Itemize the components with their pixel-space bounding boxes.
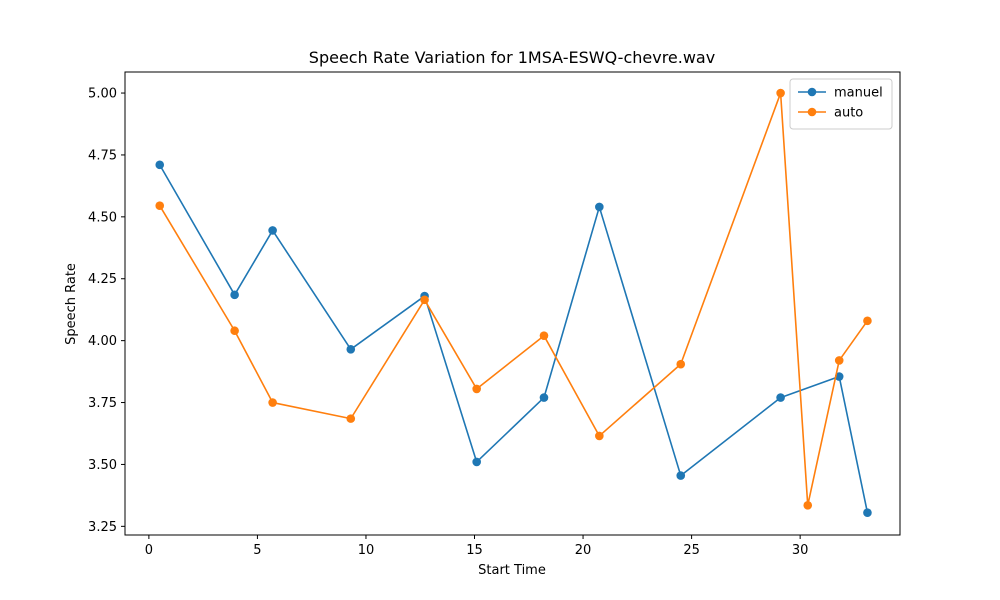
data-point-auto [776, 88, 785, 98]
y-tick-label: 3.50 [88, 458, 117, 473]
legend: manuel auto [789, 78, 893, 130]
series-manuel [155, 160, 872, 518]
x-tick-label: 30 [792, 543, 809, 558]
data-point-auto [268, 398, 277, 407]
series-auto [155, 88, 872, 510]
data-point-manuel [268, 226, 277, 235]
data-point-manuel [230, 290, 239, 300]
y-axis: 3.25 3.50 3.75 4.00 4.25 4.50 4.75 5.00 [88, 87, 125, 535]
data-point-manuel [676, 471, 686, 480]
x-tick-label: 20 [575, 543, 592, 558]
data-point-auto [230, 326, 239, 336]
y-tick-label: 4.00 [88, 334, 117, 349]
data-point-auto [834, 356, 844, 365]
series-layer [155, 88, 872, 518]
legend-label: manuel [834, 86, 883, 101]
y-tick-label: 5.00 [88, 87, 117, 102]
x-tick-label: 10 [358, 543, 375, 558]
plot-area [124, 71, 901, 536]
series-line-auto [159, 92, 869, 507]
data-point-manuel [539, 393, 549, 402]
legend-label: auto [834, 106, 863, 121]
data-point-auto [595, 431, 604, 441]
data-point-manuel [595, 202, 604, 212]
data-point-auto [863, 316, 872, 326]
x-axis-title: Start Time [478, 563, 546, 578]
x-tick-label: 0 [145, 543, 153, 558]
legend-item-manuel: manuel [798, 86, 883, 101]
x-tick-label: 5 [253, 543, 261, 558]
y-axis-title: Speech Rate [64, 263, 79, 345]
data-point-manuel [155, 160, 165, 170]
data-point-auto [676, 359, 686, 369]
data-point-auto [346, 414, 356, 423]
plot-frame [124, 71, 901, 536]
data-point-auto [539, 331, 549, 340]
data-point-manuel [834, 372, 844, 381]
data-point-auto [803, 500, 813, 510]
legend-marker [807, 107, 817, 117]
data-point-manuel [863, 508, 872, 518]
data-point-manuel [472, 457, 481, 467]
x-axis: 0 5 10 15 20 25 30 [145, 535, 809, 558]
x-tick-label: 15 [466, 543, 483, 558]
legend-item-auto: auto [798, 106, 863, 121]
legend-marker [807, 87, 817, 97]
data-point-auto [472, 384, 481, 394]
chart-title: Speech Rate Variation for 1MSA-ESWQ-chev… [309, 48, 715, 67]
series-line-manuel [159, 164, 869, 513]
data-point-auto [420, 295, 429, 305]
data-point-manuel [776, 393, 785, 402]
x-tick-label: 25 [683, 543, 700, 558]
y-tick-label: 3.25 [88, 520, 117, 535]
y-tick-label: 4.25 [88, 272, 117, 287]
y-tick-label: 4.75 [88, 148, 117, 163]
data-point-manuel [346, 345, 356, 354]
data-point-auto [155, 201, 165, 211]
y-tick-label: 3.75 [88, 396, 117, 411]
y-tick-label: 4.50 [88, 210, 117, 225]
